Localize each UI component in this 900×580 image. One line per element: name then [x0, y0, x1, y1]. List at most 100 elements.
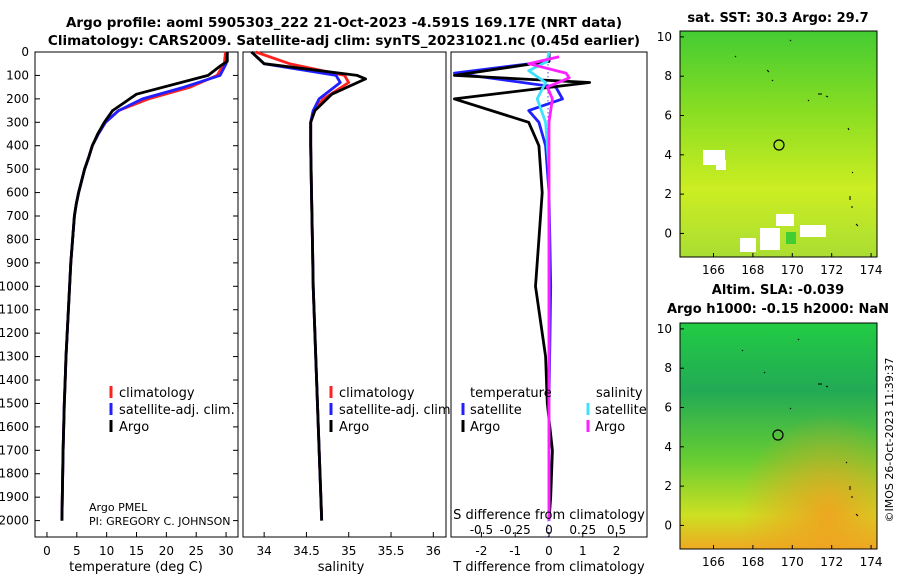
s-tick-label: 0.25: [569, 523, 596, 537]
y-tick-label: 700: [6, 209, 29, 223]
map-x-tick-label: 168: [741, 555, 764, 569]
temperature-panel: 0 5 10 15 20 25 30 010020030040050060070080090…: [0, 45, 647, 575]
map-y-tick-label: 4: [664, 148, 672, 162]
s-tick-label: 0: [545, 523, 553, 537]
y-tick-label: 1900: [0, 490, 29, 504]
y-tick-label: 600: [6, 186, 29, 200]
y-tick-label: 1700: [0, 443, 29, 457]
x-tick-label: 15: [129, 544, 144, 558]
annotation-pmel: Argo PMEL: [89, 501, 148, 514]
x-tick-label: 1: [579, 544, 587, 558]
s-tick-label: 0.5: [607, 523, 626, 537]
map-y-tick-label: 2: [664, 479, 672, 493]
sla-map-title1: Altim. SLA: -0.039: [712, 283, 844, 298]
s-difference-xlabel: S difference from climatology: [453, 508, 645, 523]
title-line1: Argo profile: aoml 5905303_222 21-Oct-20…: [66, 15, 622, 31]
y-tick-label: 400: [6, 139, 29, 153]
legend-s-argo-label: Argo: [595, 420, 625, 435]
sst-map-coastline-dots: [734, 39, 859, 227]
x-tick-label: 0: [545, 544, 553, 558]
y-tick-label: 800: [6, 232, 29, 246]
s-tick-label: -0.25: [500, 523, 531, 537]
y-tick-label: 1400: [0, 373, 29, 387]
y-tick-label: 2000: [0, 514, 29, 528]
map-y-tick-label: 10: [657, 30, 672, 44]
x-tick-label: -1: [509, 544, 521, 558]
legend-satellite-label: satellite-adj. clim.: [339, 403, 455, 418]
map-y-tick-label: 8: [664, 69, 672, 83]
legend-t-satellite-label: satellite: [470, 403, 522, 418]
map-x-tick-label: 166: [702, 263, 725, 277]
map-x-tick-label: 170: [781, 555, 804, 569]
temperature-xlabel: temperature (deg C): [69, 560, 203, 575]
legend-climatology-label: climatology: [339, 386, 415, 401]
x-tick-label: 34.5: [293, 544, 320, 558]
y-tick-label: 0: [21, 45, 29, 59]
argo-position-marker: [772, 429, 784, 441]
temperature-legend: climatology satellite-adj. clim. Argo: [109, 386, 235, 435]
map-y-tick-label: 0: [664, 226, 672, 240]
annotation-pi: PI: GREGORY C. JOHNSON: [89, 515, 230, 528]
difference-panel: -2 -1 0 1 2 -0.5 -0.25 0 0.25 0.5 S difference f…: [450, 51, 648, 575]
argo-position-marker: [773, 139, 785, 151]
difference-legend: temperature salinity satellite Argo sate…: [461, 386, 647, 435]
x-tick-label: 0: [43, 544, 51, 558]
series-line-argo: [250, 50, 368, 521]
y-tick-label: 1300: [0, 350, 29, 364]
map-y-tick-label: 8: [664, 361, 672, 375]
y-tick-label: 900: [6, 256, 29, 270]
sst-map: sat. SST: 30.3 Argo: 29.7 166 168 170 172 17…: [657, 11, 883, 277]
sst-map-title: sat. SST: 30.3 Argo: 29.7: [687, 11, 868, 26]
y-tick-label: 1100: [0, 303, 29, 317]
salinity-legend: climatology satellite-adj. clim. Argo: [329, 386, 455, 435]
title-line2: Climatology: CARS2009. Satellite-adj cli…: [48, 33, 640, 49]
y-tick-label: 100: [6, 68, 29, 82]
map-y-tick-label: 4: [664, 440, 672, 454]
series-line-t-argo: [452, 52, 591, 521]
x-tick-label: 36: [426, 544, 441, 558]
x-tick-label: -2: [475, 544, 487, 558]
x-tick-label: 25: [189, 544, 204, 558]
y-tick-label: 1600: [0, 420, 29, 434]
map-y-tick-label: 6: [664, 401, 672, 415]
s-tick-label: -0.5: [470, 523, 493, 537]
legend-satellite-label: satellite-adj. clim.: [119, 403, 235, 418]
y-tick-label: 300: [6, 115, 29, 129]
legend-t-argo-label: Argo: [470, 420, 500, 435]
t-difference-xlabel: T difference from climatology: [452, 560, 645, 575]
sst-map-gaps: [703, 150, 826, 252]
sst-map-frame: [679, 30, 878, 258]
map-x-tick-label: 168: [741, 263, 764, 277]
x-tick-label: 5: [73, 544, 81, 558]
series-line-argo: [60, 52, 229, 521]
x-tick-label: 20: [159, 544, 174, 558]
map-x-tick-label: 172: [820, 263, 843, 277]
x-tick-label: 35.5: [378, 544, 405, 558]
x-tick-label: 30: [218, 544, 233, 558]
y-tick-label: 1800: [0, 467, 29, 481]
legend-climatology-label: climatology: [119, 386, 195, 401]
map-y-tick-label: 0: [664, 518, 672, 532]
x-tick-label: 35: [341, 544, 356, 558]
x-tick-label: 10: [99, 544, 114, 558]
legend-argo-label: Argo: [119, 420, 149, 435]
y-tick-label: 200: [6, 92, 29, 106]
map-x-tick-label: 172: [820, 555, 843, 569]
legend-s-satellite-label: satellite: [595, 403, 647, 418]
map-x-tick-label: 166: [702, 555, 725, 569]
map-x-tick-label: 170: [781, 263, 804, 277]
sla-map-warm-region: [680, 323, 877, 549]
temperature-axes-frame: [34, 51, 239, 538]
sla-map-frame: [679, 322, 878, 550]
map-y-tick-label: 10: [657, 322, 672, 336]
legend-argo-label: Argo: [339, 420, 369, 435]
sla-map: Altim. SLA: -0.039 Argo h1000: -0.15 h20…: [657, 283, 889, 569]
legend-temperature-title: temperature: [470, 386, 552, 401]
y-tick-label: 1000: [0, 279, 29, 293]
map-y-tick-label: 6: [664, 109, 672, 123]
series-line-t-satellite: [452, 52, 564, 521]
imos-credit: ©IMOS 26-Oct-2023 11:39:37: [883, 357, 896, 522]
salinity-xlabel: salinity: [318, 560, 365, 575]
x-tick-label: 34: [257, 544, 272, 558]
